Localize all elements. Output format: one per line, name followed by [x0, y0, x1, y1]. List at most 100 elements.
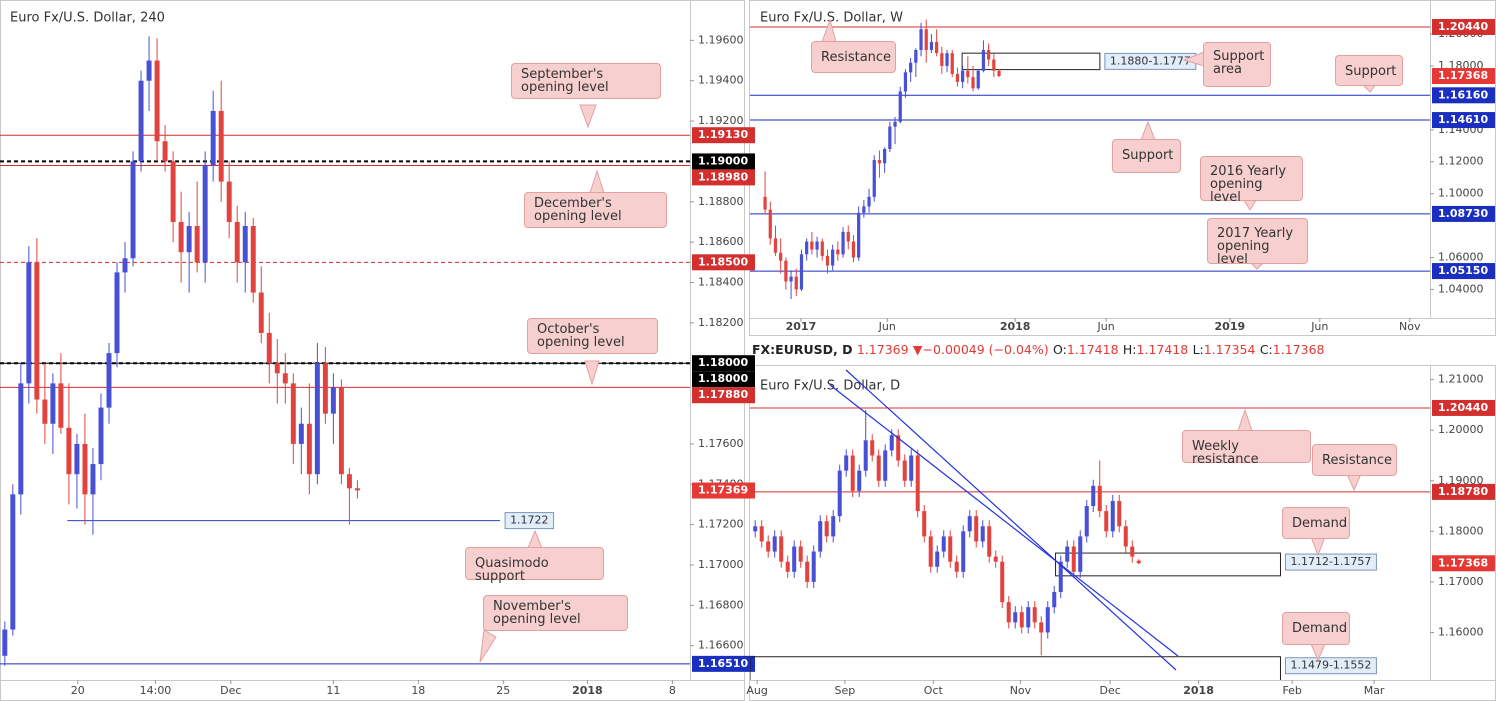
price-badge-text: 1.18000: [698, 356, 748, 369]
price-badge: [692, 355, 755, 372]
callout: Quasimodo support: [465, 547, 604, 583]
candle-body: [306, 423, 312, 475]
high: 1.17418: [1136, 342, 1189, 357]
candle-body: [42, 399, 48, 424]
candle-body: [1136, 560, 1141, 564]
x-tick-label: 2018: [1183, 684, 1214, 697]
candle-body: [844, 455, 849, 471]
candle-body: [290, 383, 296, 444]
y-tick-label: 1.17000: [1438, 575, 1484, 588]
candle-body: [258, 292, 264, 333]
candle-body: [981, 49, 986, 71]
callout: Weekly resistance: [1182, 430, 1311, 466]
candle-body: [950, 53, 954, 74]
x-tick-label: 18: [411, 684, 425, 697]
candle-body: [130, 161, 136, 259]
candle-body: [915, 455, 920, 512]
candle-body: [961, 531, 966, 572]
candle-body: [1045, 607, 1050, 633]
candle-body: [794, 276, 798, 290]
x-tick-label: 2018: [572, 684, 603, 697]
candle-body: [805, 561, 810, 582]
level-tag: [1284, 553, 1377, 571]
callout: November's opening level: [483, 595, 628, 631]
price-badge-text: 1.05150: [1438, 264, 1488, 277]
candle-body: [1130, 546, 1135, 557]
x-tick-label: Nov: [1399, 320, 1421, 333]
y-tick-label: 1.06000: [1438, 250, 1484, 263]
candle-body: [314, 363, 320, 475]
callout: October's opening level: [527, 318, 658, 354]
price-badge: [1432, 205, 1495, 222]
candle-body: [967, 516, 972, 532]
candle-body: [58, 383, 64, 428]
candle-body: [1032, 607, 1037, 623]
candle-body: [919, 29, 923, 50]
candle-body: [1039, 622, 1044, 633]
callout: 2016 Yearly opening level: [1200, 156, 1303, 204]
candle-body: [810, 241, 814, 250]
callout: Support: [1112, 139, 1181, 173]
x-tick-label: Oct: [924, 684, 944, 697]
y-tick-label: 1.19000: [1438, 474, 1484, 487]
y-tick-label: 1.04000: [1438, 282, 1484, 295]
trend-lines: [829, 369, 1179, 671]
candle-body: [883, 450, 888, 481]
candle-body: [922, 511, 927, 537]
x-tick-label: Mar: [1364, 684, 1385, 697]
price-badge-text: 1.18980: [698, 170, 748, 183]
candle-body: [805, 241, 809, 255]
price-badge: [1432, 112, 1495, 129]
y-tick-label: 1.18600: [698, 235, 744, 248]
last-price: 1.17369: [856, 342, 909, 357]
y-tick-label: 1.16600: [698, 639, 744, 652]
price-badge-text: 1.17368: [1438, 556, 1488, 569]
change-arrow: ▼: [912, 342, 923, 357]
y-tick-label: 1.18400: [698, 275, 744, 288]
candle-body: [948, 536, 953, 562]
chart-4h: 1.19600 1.19400 1.19200 1.18800 1.18600 1.184…: [0, 11, 755, 697]
x-tick-label: 2019: [1215, 320, 1246, 333]
candle-body: [889, 435, 894, 451]
trend-line: [829, 384, 1179, 657]
x-tick-label: 20: [71, 684, 85, 697]
x-tick-label: Dec: [1100, 684, 1121, 697]
open-label: O:: [1052, 342, 1067, 357]
candle-body: [799, 254, 804, 290]
zone: [750, 656, 1281, 680]
candle-body: [831, 249, 835, 266]
price-badge-text: 1.17368: [1438, 69, 1488, 82]
level-tag-text: 1.1479-1.1552: [1290, 659, 1371, 672]
price-badge: [692, 387, 755, 404]
candle-body: [34, 262, 40, 400]
x-tick-label: Nov: [1010, 684, 1032, 697]
price-badge-text: 1.18500: [698, 255, 748, 268]
chart-weekly: 1.200001.180001.140001.120001.100001.060…: [750, 11, 1495, 333]
change: −0.00049 (−0.04%): [922, 342, 1049, 357]
candle-body: [862, 206, 866, 213]
callout-pointers: [479, 18, 1377, 663]
price-badge-text: 1.19130: [698, 128, 748, 141]
low-label: L:: [1192, 342, 1204, 357]
candle-body: [330, 387, 336, 414]
candle-body: [1013, 612, 1018, 623]
candle-body: [1071, 546, 1076, 572]
candle-body: [18, 383, 24, 495]
candle-body: [971, 77, 975, 89]
chart-title: Euro Fx/U.S. Dollar, 240: [10, 11, 165, 26]
close-label: C:: [1259, 342, 1273, 357]
callout: Demand: [1282, 612, 1350, 645]
price-badge-text: 1.19000: [698, 154, 748, 167]
candle-body: [992, 59, 996, 71]
price-badge: [1432, 87, 1495, 104]
x-tick-label: 8: [669, 684, 676, 697]
candle-body: [870, 440, 875, 456]
price-badge: [692, 169, 755, 186]
x-tick-label: Jun: [1097, 320, 1115, 333]
candle-body: [266, 332, 272, 364]
candle-body: [1123, 526, 1128, 547]
candle-body: [987, 49, 991, 60]
high-label: H:: [1122, 342, 1137, 357]
